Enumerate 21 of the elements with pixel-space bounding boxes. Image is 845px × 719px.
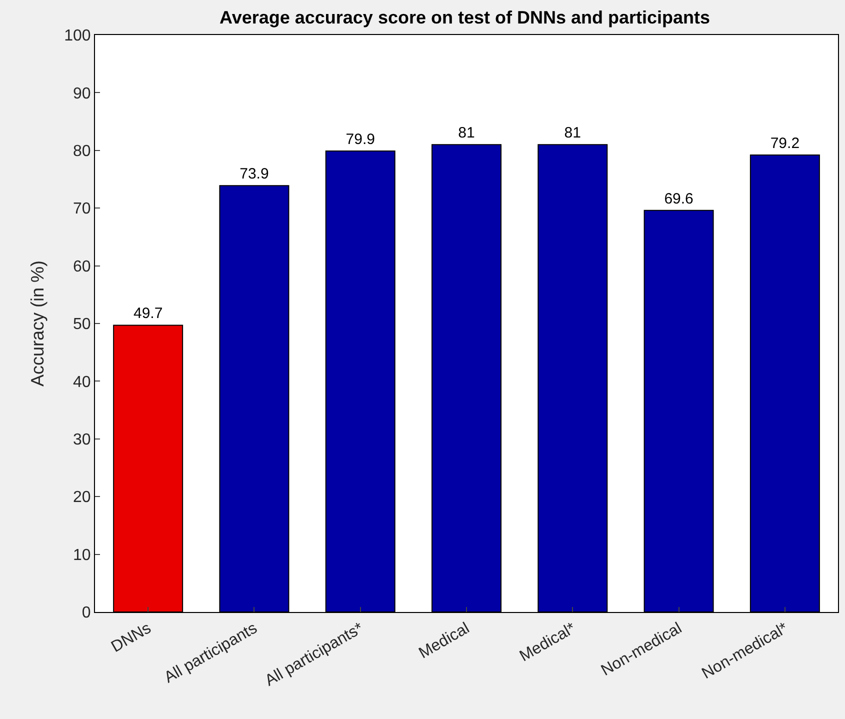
y-tick-label: 30	[73, 432, 91, 448]
data-label: 73.9	[240, 166, 269, 183]
y-tick-label: 40	[73, 374, 91, 391]
y-tick-label: 100	[64, 28, 91, 45]
data-label: 81	[564, 124, 581, 142]
y-tick-label: 20	[73, 489, 91, 506]
data-label: 69.6	[664, 190, 694, 208]
y-tick-label: 90	[73, 85, 91, 102]
chart-title: Average accuracy score on test of DNNs and participants	[220, 7, 710, 28]
y-tick-label: 70	[73, 200, 91, 218]
y-tick-label: 80	[73, 143, 91, 160]
y-tick-label: 50	[73, 316, 91, 334]
data-label: 81	[458, 124, 475, 142]
y-axis-title: Accuracy (in %)	[27, 260, 48, 387]
x-tick-label: DNNs	[108, 620, 154, 656]
y-tick-label: 60	[73, 258, 91, 276]
y-tick-label: 0	[82, 604, 91, 622]
y-tick-label: 10	[73, 546, 91, 564]
data-label: 79.9	[346, 130, 375, 148]
data-label: 49.7	[133, 305, 163, 322]
data-label: 79.2	[770, 135, 800, 152]
